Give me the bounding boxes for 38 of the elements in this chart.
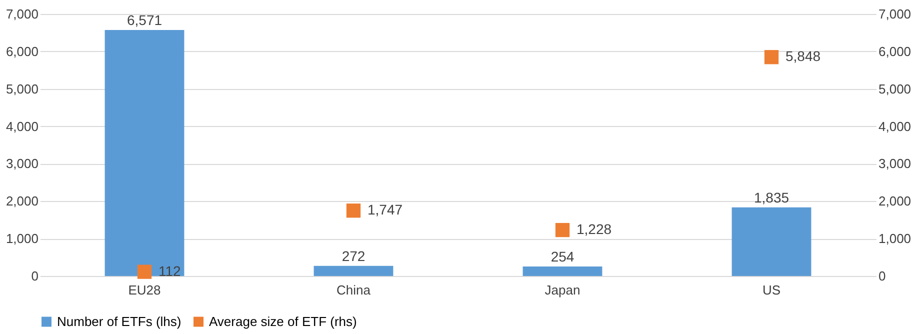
y2-tick-label: 2,000 (878, 194, 912, 209)
data-label: 1,835 (754, 189, 790, 206)
y2-tick-label: 5,000 (878, 81, 912, 96)
legend-label: Average size of ETF (rhs) (209, 314, 357, 329)
legend-label: Number of ETFs (lhs) (57, 314, 182, 329)
point (137, 264, 152, 279)
y-tick-label: 0 (31, 268, 38, 284)
bar (314, 266, 394, 276)
y2-tick-label: 1,000 (878, 231, 912, 246)
data-label: 1,747 (368, 202, 403, 218)
y-tick-label: 4,000 (6, 118, 38, 134)
data-label: 272 (342, 248, 366, 264)
y2-tick-label: 0 (878, 268, 886, 284)
point (764, 50, 779, 64)
x-tick-label: EU28 (128, 282, 161, 298)
y-tick-label: 3,000 (6, 156, 38, 172)
point (555, 222, 570, 238)
bar (522, 266, 602, 276)
y-tick-label: 6,000 (6, 44, 38, 59)
x-tick-label: China (336, 282, 372, 298)
data-label: 112 (158, 262, 182, 279)
bar (732, 207, 812, 276)
y2-tick-label: 4,000 (878, 118, 912, 134)
data-label: 1,228 (576, 221, 612, 238)
y-tick-label: 5,000 (6, 81, 38, 96)
y2-tick-label: 6,000 (878, 44, 912, 59)
x-tick-label: US (762, 282, 781, 298)
data-label: 5,848 (786, 48, 821, 64)
data-label: 254 (550, 248, 574, 264)
y-tick-label: 7,000 (6, 6, 38, 22)
data-label: 6,571 (126, 12, 162, 28)
y-tick-label: 2,000 (6, 194, 38, 209)
x-tick-label: Japan (544, 282, 580, 298)
y2-tick-label: 3,000 (878, 156, 912, 172)
y-tick-label: 1,000 (6, 231, 38, 246)
y2-tick-label: 7,000 (878, 6, 912, 22)
bar (104, 30, 184, 276)
point (346, 204, 361, 218)
